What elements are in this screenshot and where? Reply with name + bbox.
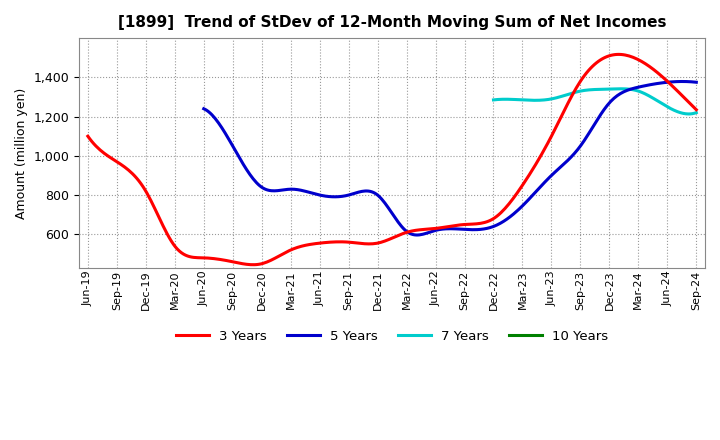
Legend: 3 Years, 5 Years, 7 Years, 10 Years: 3 Years, 5 Years, 7 Years, 10 Years xyxy=(171,325,614,348)
Y-axis label: Amount (million yen): Amount (million yen) xyxy=(15,87,28,219)
Title: [1899]  Trend of StDev of 12-Month Moving Sum of Net Incomes: [1899] Trend of StDev of 12-Month Moving… xyxy=(118,15,666,30)
